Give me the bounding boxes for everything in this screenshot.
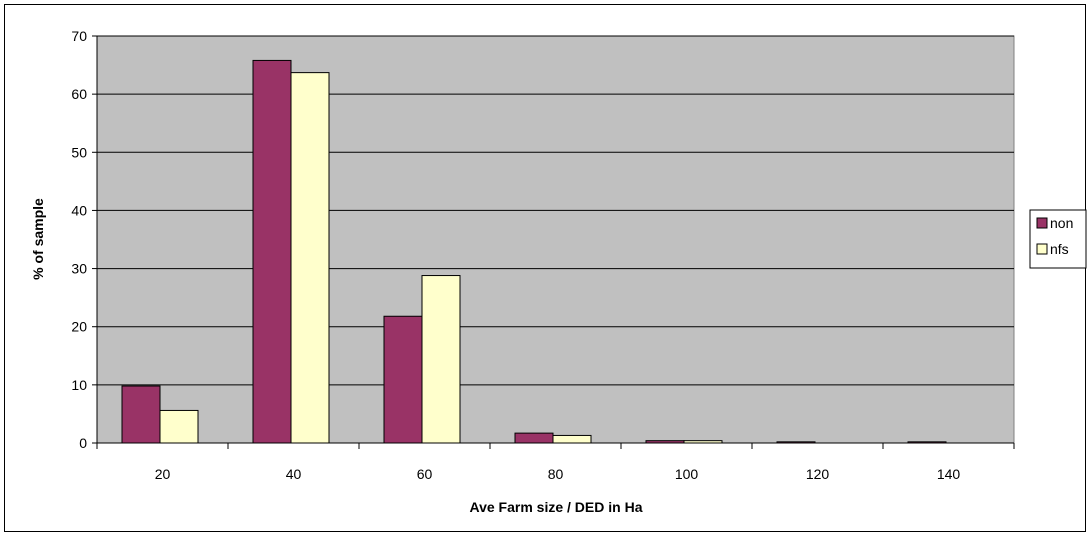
y-tick-label: 20 bbox=[71, 319, 87, 335]
x-tick-label: 60 bbox=[417, 466, 433, 482]
legend-label-nfs: nfs bbox=[1050, 241, 1069, 257]
bar-nfs-20 bbox=[159, 409, 199, 444]
y-tick-label: 50 bbox=[71, 144, 87, 160]
x-tick-labels: 20 40 60 80 100 120 140 bbox=[155, 466, 961, 482]
x-tick-label: 20 bbox=[155, 466, 171, 482]
bar-nfs-60 bbox=[421, 275, 461, 444]
y-axis-title: % of sample bbox=[30, 198, 46, 280]
x-axis-title: Ave Farm size / DED in Ha bbox=[470, 499, 643, 515]
bar-non-20 bbox=[121, 385, 161, 444]
bar-nfs-80 bbox=[552, 434, 592, 444]
legend-swatch-non bbox=[1036, 217, 1048, 229]
y-tick-label: 10 bbox=[71, 377, 87, 393]
y-tick-label: 60 bbox=[71, 86, 87, 102]
axes bbox=[92, 35, 1015, 449]
y-tick-labels: 0 10 20 30 40 50 60 70 bbox=[71, 28, 87, 451]
y-tick-label: 0 bbox=[79, 435, 87, 451]
bars bbox=[121, 59, 947, 444]
y-tick-label: 70 bbox=[71, 28, 87, 44]
x-tick-label: 40 bbox=[286, 466, 302, 482]
bar-non-60 bbox=[383, 315, 423, 444]
y-tick-label: 30 bbox=[71, 261, 87, 277]
x-tick-label: 120 bbox=[806, 466, 830, 482]
x-tick-label: 100 bbox=[675, 466, 699, 482]
legend: non nfs bbox=[1029, 209, 1087, 269]
gridlines bbox=[97, 35, 1014, 386]
legend-swatch-nfs bbox=[1036, 243, 1048, 255]
x-tick-label: 140 bbox=[937, 466, 961, 482]
bar-non-40 bbox=[252, 59, 292, 444]
x-tick-label: 80 bbox=[548, 466, 564, 482]
bar-non-80 bbox=[514, 432, 554, 444]
plot-area bbox=[96, 35, 1015, 444]
legend-label-non: non bbox=[1050, 215, 1073, 231]
y-tick-label: 40 bbox=[71, 202, 87, 218]
bar-nfs-40 bbox=[290, 72, 330, 444]
